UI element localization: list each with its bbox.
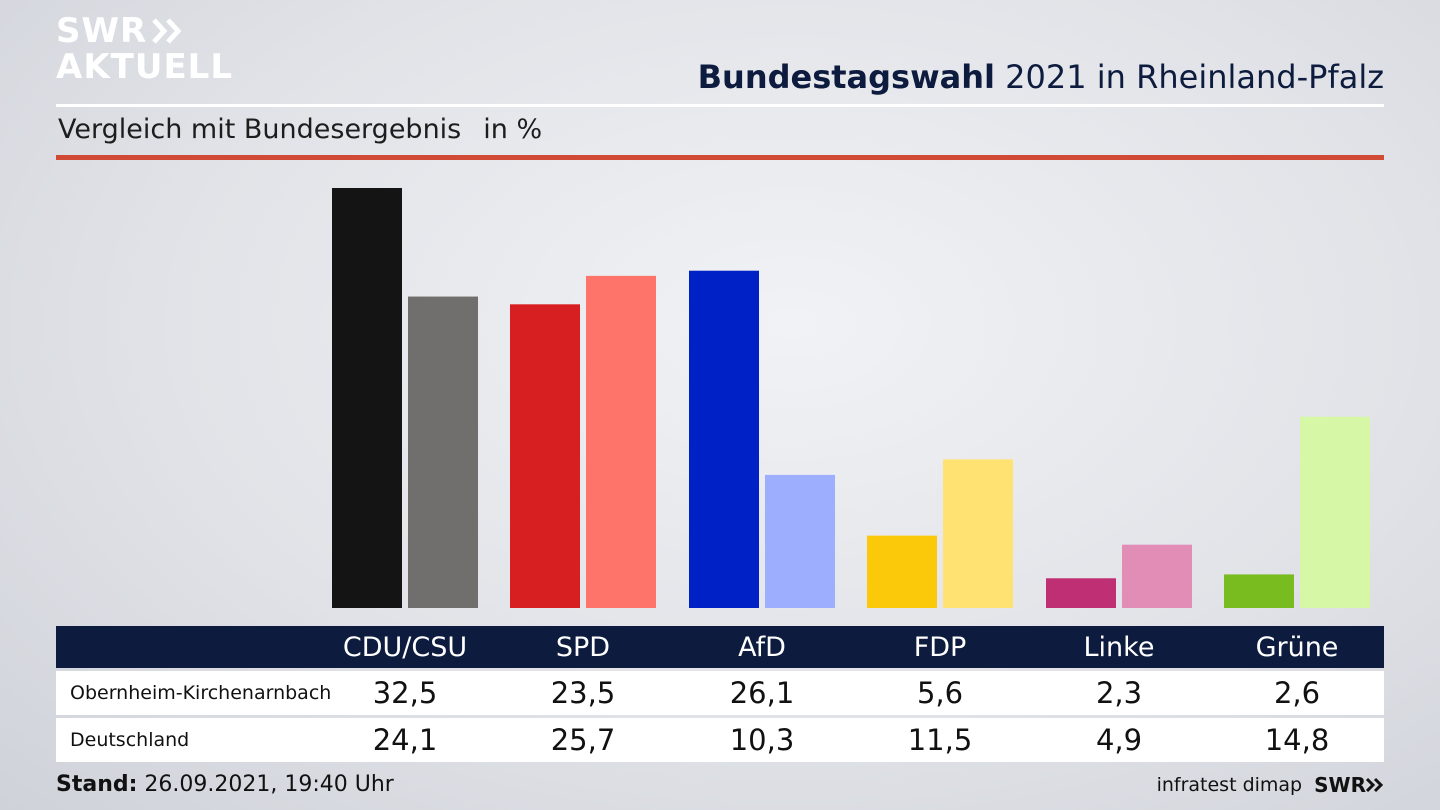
footer-brand-text: SWR <box>1314 773 1366 797</box>
page-title: Bundestagswahl 2021 in Rheinland-Pfalz <box>698 58 1384 96</box>
chart-subtitle: Vergleich mit Bundesergebnis in % <box>58 114 542 145</box>
table-cell: 23,5 <box>550 676 616 710</box>
bar-national-2 <box>765 474 835 608</box>
bar-chart <box>332 188 1370 608</box>
footer-chevrons-icon <box>1366 777 1384 793</box>
bar-national-3 <box>943 459 1013 608</box>
logo-line1: SWR <box>56 11 148 51</box>
table-cell: 32,5 <box>372 676 438 710</box>
table-cell: 4,9 <box>1095 723 1143 757</box>
bar-local-0 <box>332 188 402 608</box>
bar-local-1 <box>510 304 580 608</box>
table-row: Obernheim-Kirchenarnbach 32,5 23,5 26,1 5,6 2… <box>56 671 1384 715</box>
chevrons-icon <box>152 18 182 44</box>
table-cell: 14,8 <box>1264 723 1330 757</box>
source-label: infratest dimap <box>1156 774 1303 796</box>
subtitle-text: Vergleich mit Bundesergebnis <box>58 114 462 145</box>
stand-info: Stand: 26.09.2021, 19:40 Uhr <box>56 772 394 797</box>
header-divider <box>56 104 1384 107</box>
table-header-row: CDU/CSU SPD AfD FDP Linke Grüne <box>56 626 1384 668</box>
bar-local-3 <box>867 535 937 608</box>
swr-aktuell-logo: SWR AKTUELL <box>56 14 233 84</box>
column-header: CDU/CSU <box>342 631 468 663</box>
table-cell: 25,7 <box>550 723 616 757</box>
stand-label: Stand: <box>56 772 138 797</box>
table-cell: 2,6 <box>1273 676 1321 710</box>
column-header: Linke <box>1083 631 1155 663</box>
title-bold: Bundestagswahl <box>697 58 995 96</box>
column-header: SPD <box>555 631 611 663</box>
footer-swr-logo: SWR <box>1314 773 1384 797</box>
bar-local-5 <box>1224 574 1294 608</box>
column-header: Grüne <box>1255 631 1339 663</box>
table-cell: 11,5 <box>907 723 973 757</box>
bar-local-2 <box>689 270 759 608</box>
column-header: AfD <box>738 631 786 663</box>
accent-divider <box>56 155 1384 160</box>
bar-national-0 <box>408 296 478 608</box>
bar-national-4 <box>1122 544 1192 608</box>
bar-national-1 <box>586 275 656 608</box>
table-cell: 2,3 <box>1095 676 1143 710</box>
table-cell: 10,3 <box>729 723 795 757</box>
table-cell: 24,1 <box>372 723 438 757</box>
bar-national-5 <box>1300 416 1370 608</box>
table-cell: 26,1 <box>729 676 795 710</box>
subtitle-unit: in % <box>483 114 543 145</box>
bar-local-4 <box>1046 578 1116 608</box>
table-row: Deutschland 24,1 25,7 10,3 11,5 4,9 14,8 <box>56 718 1384 762</box>
footer-source: infratest dimap SWR <box>1157 773 1384 797</box>
row-label: Obernheim-Kirchenarnbach <box>70 682 332 704</box>
title-rest: 2021 in Rheinland-Pfalz <box>995 58 1384 96</box>
row-label: Deutschland <box>70 729 190 751</box>
stand-value: 26.09.2021, 19:40 Uhr <box>137 772 394 797</box>
logo-line2: AKTUELL <box>56 47 234 87</box>
column-header: FDP <box>913 631 967 663</box>
results-table: CDU/CSU SPD AfD FDP Linke Grüne Obernheim-Kir… <box>56 626 1384 762</box>
table-cell: 5,6 <box>916 676 964 710</box>
